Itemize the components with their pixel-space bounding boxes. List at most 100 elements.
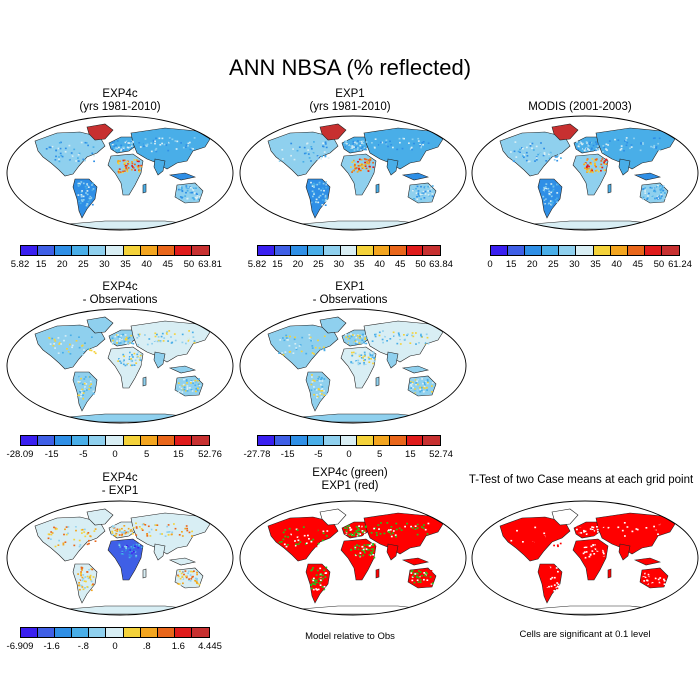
landmass-india xyxy=(386,158,399,176)
colorbar-label: 15 xyxy=(173,449,184,460)
map-cell xyxy=(152,139,155,142)
colorbar-label: 15 xyxy=(405,449,416,460)
map-cell xyxy=(186,197,189,200)
map-cell xyxy=(122,171,124,174)
map-cell xyxy=(311,376,313,378)
map-cell xyxy=(189,580,192,582)
map-cell xyxy=(307,534,309,537)
map-content xyxy=(267,316,444,423)
map-cell xyxy=(591,142,594,144)
map-cell xyxy=(357,548,360,551)
colorbar-cell xyxy=(508,246,526,255)
map-cell xyxy=(556,582,559,584)
map-cell xyxy=(653,571,656,574)
map-cell xyxy=(138,170,141,173)
map-cell xyxy=(135,357,138,360)
map-cell xyxy=(118,340,121,342)
map-cell xyxy=(521,147,523,149)
map-cell xyxy=(603,146,606,149)
map-cell xyxy=(189,148,192,151)
map-cell xyxy=(537,153,539,156)
map-cell xyxy=(597,170,600,173)
map-cell xyxy=(184,570,187,572)
map-cell xyxy=(591,554,594,556)
map-cell xyxy=(410,192,413,194)
map-cell xyxy=(644,195,647,197)
map-cell xyxy=(124,532,127,535)
map-cell xyxy=(142,334,144,336)
map-cell xyxy=(421,573,423,575)
map-cell xyxy=(552,184,555,187)
colorbar-cell xyxy=(610,246,628,255)
map-cell xyxy=(360,336,363,338)
map-cell xyxy=(642,198,644,200)
map-exp4c xyxy=(6,115,234,231)
map-cell xyxy=(597,147,600,150)
map-cell xyxy=(387,531,390,533)
map-cell xyxy=(282,337,284,339)
map-cell xyxy=(286,544,289,546)
map-cell xyxy=(554,156,557,158)
map-cell xyxy=(89,349,91,351)
map-cell xyxy=(586,525,588,528)
map-cell xyxy=(174,140,177,142)
map-cell xyxy=(185,342,187,345)
map-cell xyxy=(80,390,82,392)
map-cell xyxy=(586,528,589,530)
map-cell xyxy=(371,354,374,356)
map-cell xyxy=(196,573,198,576)
map-cell xyxy=(656,579,659,581)
map-exp1 xyxy=(239,115,467,231)
map-cell xyxy=(154,142,156,145)
map-cell xyxy=(352,337,355,339)
map-cell xyxy=(128,142,131,144)
map-cell xyxy=(364,547,366,549)
map-cell xyxy=(555,586,558,589)
map-cell xyxy=(90,589,93,592)
map-cell xyxy=(596,145,599,147)
map-cell xyxy=(193,341,196,344)
map-cell xyxy=(137,359,139,362)
map-cell xyxy=(144,138,147,140)
map-cell xyxy=(129,549,132,551)
map-cell xyxy=(370,543,373,545)
map-cell xyxy=(140,164,143,167)
map-cell xyxy=(312,538,315,541)
map-cell xyxy=(315,579,318,582)
map-cell xyxy=(183,388,186,391)
map-cell xyxy=(312,152,315,154)
map-frame xyxy=(471,115,699,231)
map-cell xyxy=(311,347,314,349)
map-cell xyxy=(407,333,409,336)
map-cell xyxy=(130,546,133,548)
map-cell xyxy=(78,376,81,379)
map-cell xyxy=(654,529,656,531)
map-cell xyxy=(50,533,53,536)
map-cell xyxy=(118,358,121,361)
map-cell xyxy=(120,338,123,341)
map-cell xyxy=(58,150,61,152)
map-cell xyxy=(318,578,321,580)
colorbar-label: -5 xyxy=(79,449,88,460)
map-cell xyxy=(179,577,182,580)
panel-title-ttest: T-Test of two Case means at each grid po… xyxy=(468,474,694,486)
map-cell xyxy=(305,152,307,154)
map-cell xyxy=(187,572,189,575)
map-cell xyxy=(596,143,599,146)
map-cell xyxy=(179,570,181,573)
map-cell xyxy=(626,141,629,144)
map-cell xyxy=(590,170,592,173)
map-cell xyxy=(556,544,559,546)
map-cell xyxy=(313,185,315,187)
map-cell xyxy=(145,146,148,149)
map-cell xyxy=(604,140,606,143)
map-cell xyxy=(130,529,133,531)
map-cell xyxy=(318,396,321,398)
map-cell xyxy=(398,533,401,535)
map-cell xyxy=(85,192,87,194)
map-cell xyxy=(135,522,137,525)
map-cell xyxy=(168,137,171,139)
map-cell xyxy=(529,143,532,145)
map-cell xyxy=(373,147,376,149)
colorbar-cells xyxy=(257,435,441,446)
